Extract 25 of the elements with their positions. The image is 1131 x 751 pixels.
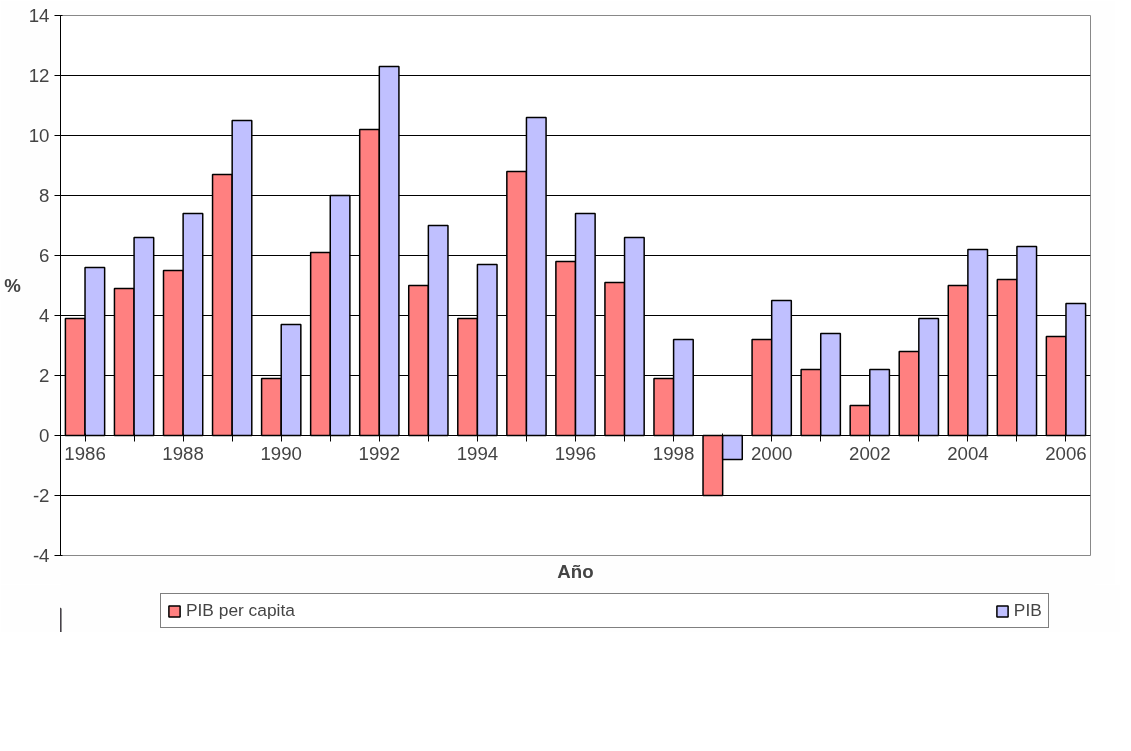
x-tick-label: 2002: [849, 442, 891, 464]
x-tick-label: 1998: [652, 442, 695, 464]
y-tick-label: -4: [32, 545, 50, 566]
x-tick-label: 1996: [554, 442, 597, 464]
y-tick-label: 8: [39, 185, 50, 206]
y-tick-label: 6: [39, 245, 50, 266]
x-tick-label: 2004: [947, 442, 989, 464]
x-tick-label: 2006: [1045, 442, 1087, 464]
y-tick-label: 10: [28, 125, 50, 146]
y-tick-label: 4: [39, 305, 50, 326]
x-tick-label: 1990: [260, 442, 302, 464]
x-axis-title: Año: [557, 560, 594, 582]
legend-label: PIB per capita: [186, 600, 295, 621]
y-tick-label: 2: [39, 365, 50, 386]
y-tick-label: 12: [28, 65, 50, 86]
y-tick-label: -2: [32, 485, 50, 506]
y-axis-title: %: [4, 275, 22, 296]
x-tick-label: 1994: [456, 442, 499, 464]
x-tick-label: 2000: [750, 442, 793, 464]
legend-label: PIB: [1013, 600, 1042, 621]
x-tick-label: 1992: [358, 442, 401, 464]
x-tick-label: 1988: [162, 442, 204, 464]
x-tick-label: 1986: [64, 442, 106, 464]
y-tick-label: 14: [28, 5, 50, 26]
y-tick-label: 0: [39, 425, 50, 446]
